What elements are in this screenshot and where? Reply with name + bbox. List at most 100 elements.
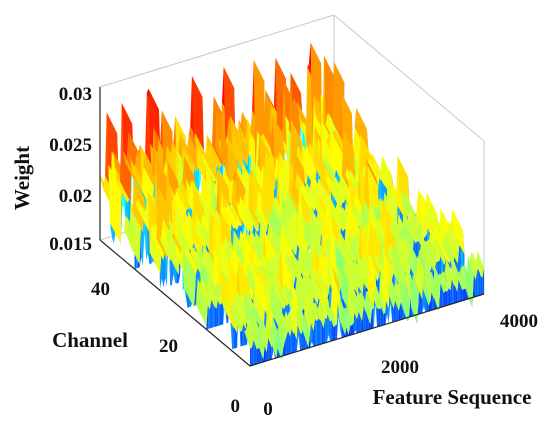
surface-top [241, 199, 254, 236]
surface-top [175, 187, 188, 211]
surface-face [291, 328, 294, 354]
surface-top [332, 207, 345, 232]
surface-top [326, 182, 340, 206]
surface-top [116, 178, 129, 203]
surface-top [205, 134, 218, 181]
surface-face [285, 334, 287, 356]
surface-top [422, 282, 431, 306]
surface-top [371, 291, 379, 309]
surface-top [377, 294, 386, 315]
surface-top [444, 257, 453, 291]
surface-top [245, 324, 254, 349]
surface-top [442, 235, 455, 267]
surface-top [310, 271, 323, 303]
surface-top [366, 290, 374, 310]
surface-top [225, 134, 238, 163]
surface-face [365, 309, 367, 331]
surface-top [357, 254, 370, 290]
surface-top [209, 282, 222, 305]
surface-top [414, 212, 428, 237]
z-tick-label: 0.025 [49, 135, 92, 156]
surface-top [279, 317, 287, 341]
surface-face [447, 287, 449, 306]
surface-top [186, 135, 200, 172]
surface-top [302, 314, 311, 348]
surface-face [348, 325, 351, 336]
surface-face [363, 306, 366, 332]
surface-top [275, 330, 284, 361]
surface-face [141, 223, 143, 267]
surface-top [435, 237, 448, 261]
surface-top [404, 220, 418, 244]
surface-top [392, 286, 401, 311]
surface-top [228, 203, 241, 227]
surface-face [440, 282, 443, 308]
surface-top [469, 252, 478, 280]
surface-top [404, 271, 413, 300]
surface-top [356, 107, 369, 151]
surface-face [450, 274, 453, 305]
surface-top [206, 275, 219, 309]
surface-top [208, 143, 221, 170]
surface-top [389, 188, 402, 213]
surface-face [463, 288, 466, 301]
surface-top [411, 276, 419, 325]
surface-top [437, 239, 450, 265]
surface-face [300, 332, 302, 351]
surface-top [330, 181, 343, 209]
surface-face [457, 275, 459, 303]
surface-face [266, 335, 269, 361]
surface-top [327, 308, 336, 327]
surface-face [333, 325, 336, 341]
surface-face [438, 282, 441, 312]
surface-top [329, 306, 337, 326]
surface-face [378, 308, 381, 327]
surface-face [268, 335, 271, 361]
surface-top [355, 289, 364, 322]
surface-top [333, 176, 346, 203]
surface-top [387, 280, 396, 309]
surface-face [290, 328, 292, 354]
surface-top [401, 302, 409, 321]
x-tick-label: 4000 [500, 311, 538, 332]
surface-top [451, 257, 459, 293]
surface-top [338, 178, 351, 207]
surface-top [417, 255, 426, 283]
surface-top [418, 247, 432, 274]
surface-face [283, 340, 286, 356]
surface-top [118, 178, 131, 203]
surface-face [325, 318, 327, 343]
surface-top [447, 220, 460, 264]
surface-top [331, 134, 344, 182]
surface-top [319, 300, 327, 320]
surface-face [330, 316, 332, 342]
surface-face [356, 310, 359, 334]
surface-face [242, 317, 244, 347]
surface-top [306, 275, 320, 305]
surface-top [177, 187, 190, 210]
surface-top [459, 266, 468, 290]
surface-top [316, 177, 329, 214]
surface-face [250, 348, 252, 366]
surface-face [258, 346, 261, 364]
surface-face [251, 341, 254, 366]
surface-face [350, 325, 352, 336]
surface-face [418, 290, 421, 315]
surface-top [203, 159, 216, 182]
surface-top [368, 158, 381, 180]
surface-top [307, 301, 316, 331]
surface-face [482, 268, 484, 295]
surface-top [332, 265, 341, 297]
surface-top [254, 208, 268, 234]
surface-top [402, 282, 411, 320]
surface-top [183, 148, 196, 171]
surface-top [224, 206, 238, 231]
surface-face [448, 287, 451, 305]
surface-top [210, 143, 223, 167]
surface-face [477, 269, 479, 297]
surface-top [295, 276, 308, 314]
surface-face [442, 287, 444, 307]
surface-face [214, 306, 217, 327]
surface-top [365, 158, 379, 187]
